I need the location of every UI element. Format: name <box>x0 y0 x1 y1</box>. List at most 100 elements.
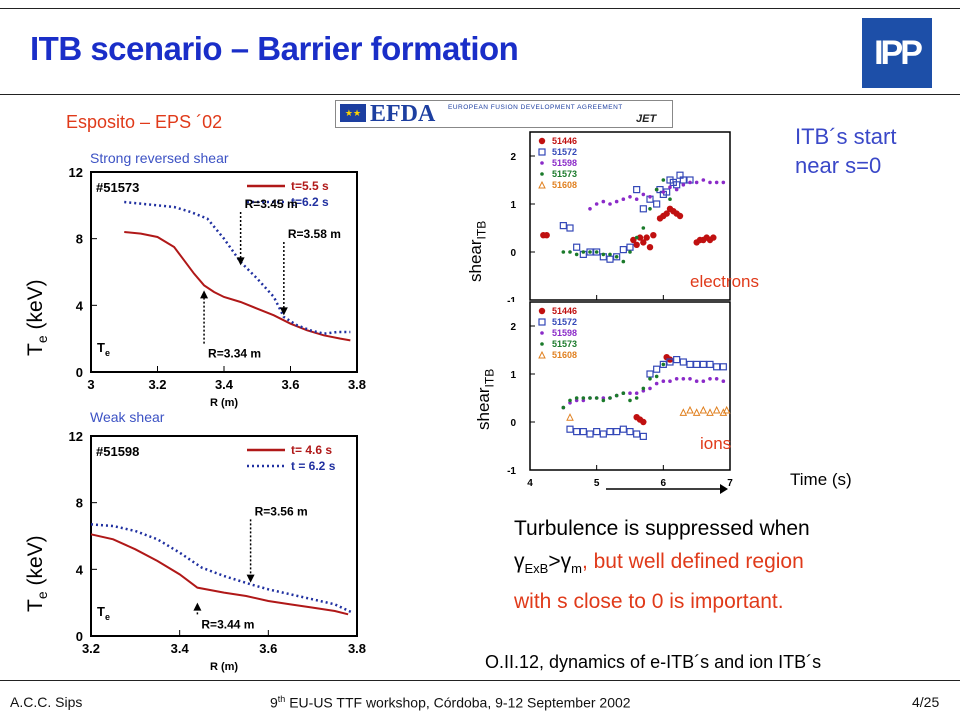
data-point <box>606 428 614 436</box>
y-tick-label: -1 <box>507 296 516 302</box>
data-point <box>574 396 579 400</box>
ylabel-te-top: Te (keV) <box>24 279 51 356</box>
data-point <box>669 178 677 187</box>
data-point <box>588 250 592 254</box>
data-point <box>628 391 632 395</box>
data-point <box>588 207 592 211</box>
data-point <box>668 185 672 189</box>
chart-caption-strong: Strong reversed shear <box>90 150 229 166</box>
data-point <box>634 391 639 395</box>
data-point <box>543 232 550 239</box>
data-point <box>621 197 626 201</box>
ylabel-shear-top: shearITB <box>466 220 489 282</box>
data-point <box>646 370 654 378</box>
data-point <box>608 202 612 206</box>
data-point <box>693 360 701 369</box>
data-point <box>639 432 647 440</box>
data-point <box>621 391 626 395</box>
data-point <box>681 377 686 381</box>
data-point <box>581 396 586 400</box>
data-point <box>694 379 699 383</box>
data-point <box>538 350 546 359</box>
data-point <box>679 358 687 366</box>
data-point <box>641 192 646 197</box>
x-tick-label: 3.8 <box>348 377 366 392</box>
y-tick-label: 0 <box>76 365 83 380</box>
data-point <box>626 428 634 436</box>
turbulence-line1: Turbulence is suppressed when <box>514 517 810 540</box>
annotation-arrowhead <box>200 290 209 299</box>
data-point <box>538 137 546 145</box>
te-profile-chart-strong: 0 4 8 12 3 3.2 3.4 3.6 3.8 R (m) #51573 Te t=5.5 s t=… <box>69 165 367 409</box>
annotation-label: R=3.44 m <box>201 617 254 631</box>
footer-rule <box>0 680 960 681</box>
data-point <box>540 161 544 165</box>
data-point <box>540 342 544 346</box>
data-point <box>641 226 646 230</box>
data-point <box>661 190 666 194</box>
te-profile-chart-weak: 0 4 8 12 3.2 3.4 3.6 3.8 R (m) #51598 Te t= 4.6 s t … <box>69 429 367 673</box>
data-point <box>710 234 717 241</box>
footer-conference: 9th EU-US TTF workshop, Córdoba, 9-12 Se… <box>270 694 631 711</box>
data-point <box>566 413 574 421</box>
data-point <box>594 202 599 206</box>
annotation-label: R=3.56 m <box>255 504 308 518</box>
y-tick-label: 2 <box>510 322 516 333</box>
y-tick-label: 0 <box>510 248 516 259</box>
x-tick-label: 3.4 <box>171 641 190 656</box>
legend-entry: 51573 <box>552 339 577 349</box>
ylabel-te-bottom: Te (keV) <box>24 535 51 612</box>
data-point <box>540 331 544 335</box>
legend-entry: 51608 <box>552 350 577 360</box>
legend-entry: 51598 <box>552 158 577 168</box>
plot-frame <box>90 435 358 637</box>
data-point <box>674 187 679 192</box>
data-point <box>654 381 659 386</box>
x-tick-label: 3.2 <box>82 641 100 656</box>
data-point <box>721 379 726 383</box>
data-point <box>643 234 650 241</box>
data-point <box>661 362 666 367</box>
x-axis-label: R (m) <box>210 397 238 409</box>
jet-logo-text: JET <box>636 113 657 125</box>
data-point <box>719 363 727 371</box>
annotation-label: R=3.58 m <box>288 227 341 241</box>
data-point <box>653 200 661 208</box>
data-point <box>581 250 586 254</box>
data-point <box>633 430 641 438</box>
data-point <box>586 430 594 438</box>
itb-note-line2: near s=0 <box>795 153 882 178</box>
data-point <box>599 430 607 438</box>
data-point <box>674 377 679 381</box>
turbulence-text: Turbulence is suppressed when γExB>γm, b… <box>514 512 810 618</box>
y-tick-label: 8 <box>76 232 83 247</box>
data-point <box>666 358 674 366</box>
annotation-label: R=3.45 m <box>245 197 298 211</box>
data-point <box>654 187 659 192</box>
data-point <box>586 248 594 256</box>
legend-entry: t= 4.6 s <box>291 443 332 457</box>
data-point <box>721 180 726 185</box>
data-point <box>630 236 637 244</box>
data-point <box>614 199 619 204</box>
x-tick-label: 3.6 <box>259 641 277 656</box>
y-tick-label: 8 <box>76 496 83 511</box>
electrons-tag: electrons <box>690 272 759 291</box>
data-point <box>573 243 581 251</box>
efda-logo-text: EFDA <box>370 101 436 127</box>
data-point <box>561 405 566 410</box>
footer-page-number: 4/25 <box>912 694 940 710</box>
data-point <box>722 405 731 414</box>
x-tick-label: 3.4 <box>215 377 234 392</box>
data-point <box>713 363 721 371</box>
data-point <box>676 171 684 179</box>
time-arrow-icon <box>606 484 728 494</box>
data-point <box>694 180 699 185</box>
plot-frame <box>529 131 731 301</box>
data-point <box>628 250 632 254</box>
data-point <box>540 172 544 176</box>
data-point <box>601 398 606 403</box>
data-point <box>568 250 572 254</box>
